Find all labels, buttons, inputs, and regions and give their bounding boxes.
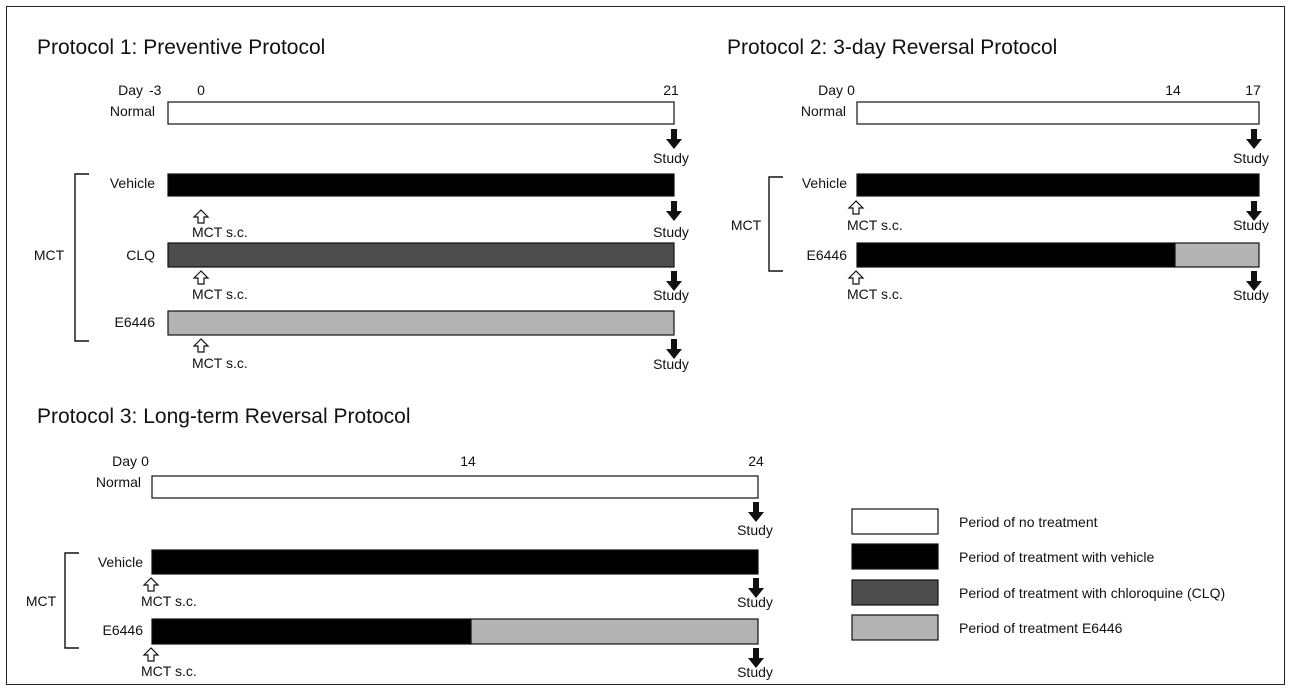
- study-arrow-icon: [748, 502, 764, 522]
- mct-injection-arrow-icon: [142, 577, 160, 592]
- day-tick-label: 21: [663, 82, 679, 98]
- row-label-normal: Normal: [96, 474, 141, 490]
- mct-group-bracket: [64, 552, 79, 649]
- mct-label: MCT s.c.: [192, 224, 248, 240]
- study-label: Study: [737, 664, 773, 680]
- mct-label: MCT s.c.: [141, 663, 197, 679]
- legend-swatch-clq: [851, 579, 939, 606]
- study-label: Study: [1233, 287, 1269, 303]
- study-arrow-icon: [1246, 129, 1262, 149]
- mct-injection-arrow-icon: [192, 338, 210, 353]
- legend-swatch-none: [851, 508, 939, 535]
- mct-group-bracket: [768, 176, 783, 272]
- mct-label: MCT s.c.: [192, 286, 248, 302]
- day-label: Day: [118, 82, 143, 98]
- legend-label-clq: Period of treatment with chloroquine (CL…: [959, 585, 1225, 601]
- row-label-e6446: E6446: [103, 622, 144, 638]
- legend-label-e6446: Period of treatment E6446: [959, 620, 1123, 636]
- protocol-1: Protocol 1: Preventive Protocol Day -3 0…: [34, 36, 689, 372]
- period-bar-vehicle: [856, 242, 1176, 268]
- mct-label: MCT s.c.: [141, 593, 197, 609]
- study-arrow-icon: [748, 578, 764, 598]
- day-tick-label: 17: [1245, 82, 1261, 98]
- mct-injection-arrow-icon: [847, 200, 865, 215]
- period-bar-none: [151, 475, 759, 499]
- protocol-2-title: Protocol 2: 3-day Reversal Protocol: [727, 36, 1057, 59]
- protocol-1-title: Protocol 1: Preventive Protocol: [37, 36, 325, 59]
- study-label: Study: [653, 356, 689, 372]
- study-arrow-icon: [748, 648, 764, 668]
- mct-group-label: MCT: [731, 217, 762, 233]
- study-label: Study: [653, 287, 689, 303]
- legend-label-vehicle: Period of treatment with vehicle: [959, 549, 1155, 565]
- day-label: Day: [112, 453, 137, 469]
- protocol-2: Protocol 2: 3-day Reversal Protocol Day …: [727, 36, 1269, 303]
- mct-injection-arrow-icon: [192, 270, 210, 285]
- day-tick-label: -3: [149, 82, 162, 98]
- study-arrow-icon: [666, 339, 682, 359]
- day-label: Day: [818, 82, 843, 98]
- protocol-3-title: Protocol 3: Long-term Reversal Protocol: [37, 405, 411, 428]
- period-bar-e6446: [1174, 242, 1260, 268]
- study-arrow-icon: [666, 201, 682, 221]
- day-tick-label: 0: [197, 82, 205, 98]
- mct-group-bracket: [74, 173, 89, 342]
- row-label-e6446: E6446: [115, 314, 156, 330]
- row-label-normal: Normal: [801, 103, 846, 119]
- period-bar-vehicle: [151, 618, 472, 645]
- period-bar-clq: [167, 242, 675, 268]
- study-label: Study: [653, 150, 689, 166]
- mct-injection-arrow-icon: [192, 209, 210, 224]
- mct-injection-arrow-icon: [142, 647, 160, 662]
- row-label-normal: Normal: [110, 103, 155, 119]
- study-label: Study: [1233, 150, 1269, 166]
- study-label: Study: [1233, 217, 1269, 233]
- period-bar-e6446: [470, 618, 759, 645]
- study-arrow-icon: [1246, 271, 1262, 291]
- period-bar-vehicle: [167, 173, 675, 197]
- study-label: Study: [653, 224, 689, 240]
- mct-label: MCT s.c.: [192, 355, 248, 371]
- protocol-3: Protocol 3: Long-term Reversal Protocol …: [26, 405, 773, 680]
- row-label-vehicle: Vehicle: [802, 175, 847, 191]
- study-label: Study: [737, 594, 773, 610]
- legend: Period of no treatment Period of treatme…: [851, 508, 1225, 641]
- row-label-e6446: E6446: [807, 247, 848, 263]
- study-arrow-icon: [666, 129, 682, 149]
- study-arrow-icon: [1246, 201, 1262, 221]
- study-arrow-icon: [666, 271, 682, 291]
- row-label-clq: CLQ: [126, 247, 155, 263]
- mct-label: MCT s.c.: [847, 286, 903, 302]
- study-label: Study: [737, 522, 773, 538]
- day-tick-label: 0: [141, 453, 149, 469]
- day-tick-label: 14: [1165, 82, 1181, 98]
- period-bar-vehicle: [151, 549, 759, 575]
- row-label-vehicle: Vehicle: [98, 554, 143, 570]
- period-bar-none: [167, 101, 675, 125]
- legend-label-none: Period of no treatment: [959, 514, 1098, 530]
- day-tick-label: 24: [748, 453, 764, 469]
- day-tick-label: 14: [460, 453, 476, 469]
- period-bar-none: [856, 101, 1260, 125]
- mct-injection-arrow-icon: [847, 270, 865, 285]
- mct-group-label: MCT: [26, 593, 57, 609]
- mct-group-label: MCT: [34, 247, 65, 263]
- figure-frame: Protocol 1: Preventive Protocol Day -3 0…: [6, 6, 1285, 685]
- period-bar-vehicle: [856, 173, 1260, 197]
- row-label-vehicle: Vehicle: [110, 175, 155, 191]
- mct-label: MCT s.c.: [847, 217, 903, 233]
- day-tick-label: 0: [847, 82, 855, 98]
- legend-swatch-vehicle: [851, 543, 939, 570]
- legend-swatch-e6446: [851, 614, 939, 641]
- period-bar-e6446: [167, 310, 675, 336]
